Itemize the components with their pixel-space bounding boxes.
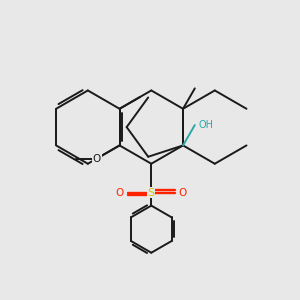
Text: S: S bbox=[148, 188, 155, 197]
Text: O: O bbox=[116, 188, 124, 197]
Text: O: O bbox=[179, 188, 187, 197]
Text: O: O bbox=[93, 154, 101, 164]
Text: OH: OH bbox=[199, 120, 214, 130]
